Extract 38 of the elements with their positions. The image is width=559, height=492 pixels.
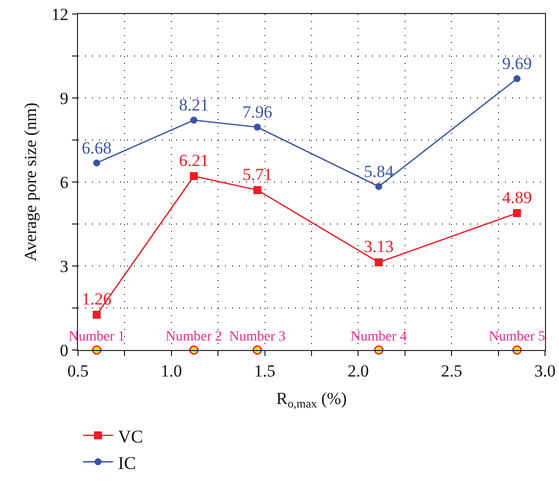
point [92, 310, 101, 319]
data-label: 4.89 [502, 188, 532, 207]
x-axis-title: R$_{o,max}$ (%) [276, 388, 347, 410]
y-tick-label: 0 [60, 340, 68, 360]
data-label: 3.13 [364, 237, 394, 256]
data-label: 8.21 [178, 95, 209, 114]
point [253, 186, 262, 194]
y-tick-label: 9 [60, 88, 68, 108]
point [513, 75, 520, 82]
y-tick-label: 12 [51, 4, 68, 24]
x-tick-label: 2.0 [348, 362, 369, 381]
y-tick-label: 3 [60, 256, 68, 276]
data-label: Number 3 [229, 330, 286, 344]
point [374, 258, 383, 266]
x-tick-label: 2.5 [440, 362, 462, 381]
data-label: 6.68 [82, 138, 112, 158]
data-label: 6.21 [178, 150, 209, 170]
data-label: Number 4 [350, 330, 407, 344]
point [375, 182, 382, 190]
point [190, 116, 198, 124]
data-label: 9.69 [502, 54, 532, 74]
point [512, 209, 521, 218]
data-label: 5.84 [364, 162, 394, 181]
point [190, 172, 198, 180]
y-tick-label: 6 [60, 172, 68, 192]
y-axis-title: Average pore size (nm) [21, 102, 40, 262]
data-label: 7.96 [242, 102, 272, 122]
data-label: 5.71 [242, 164, 272, 184]
x-tick-label: 1.5 [254, 362, 276, 381]
x-tick-label: 3.0 [534, 362, 556, 381]
x-tick-label: 1.0 [160, 362, 182, 381]
x-tick-label: 0.5 [67, 362, 89, 381]
data-label: Number 5 [488, 330, 546, 344]
legend-label: IC [118, 452, 136, 473]
data-label: Number 2 [166, 330, 222, 344]
point [93, 159, 100, 166]
point [254, 124, 261, 131]
legend-label: VC [118, 426, 144, 446]
